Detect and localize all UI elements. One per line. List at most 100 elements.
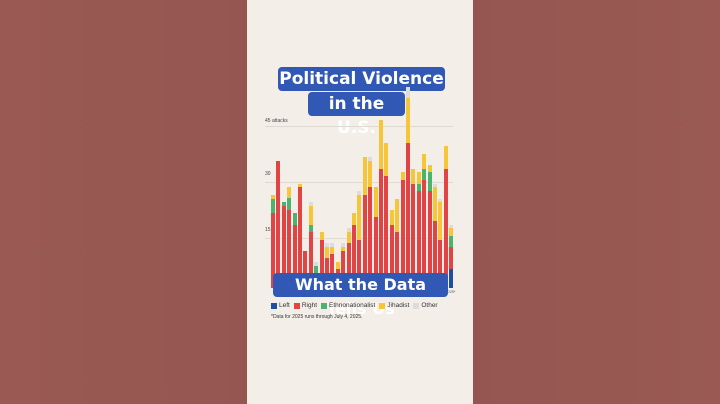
- bar-segment-other: [433, 183, 437, 188]
- subtitle-banner: What the Data Tells Us: [273, 273, 448, 318]
- bar-segment-right: [281, 205, 286, 288]
- bar-segment-jihadist: [427, 164, 432, 173]
- bar-segment-right: [292, 224, 297, 288]
- bar: [308, 202, 313, 288]
- bar: [352, 213, 356, 288]
- stacked-bar-chart: 45 attacks 30 15 2025*: [265, 86, 456, 294]
- bar-segment-other: [406, 86, 410, 98]
- legend-label: Jihadist: [387, 302, 410, 309]
- bar-segment-right: [287, 209, 292, 288]
- bar-segment-right: [422, 179, 427, 288]
- background-right: [473, 0, 720, 404]
- bar-segment-jihadist: [319, 232, 324, 240]
- bar-segment-right: [438, 239, 443, 277]
- bar: [395, 198, 400, 288]
- bar-segment-right: [308, 232, 313, 288]
- bar-segment-jihadist: [438, 202, 443, 240]
- bar-segment-right: [357, 239, 362, 288]
- bar: [287, 187, 292, 288]
- bar-segment-other: [308, 202, 313, 206]
- bar-segment-other: [314, 261, 319, 266]
- bar-segment-right: [449, 246, 454, 270]
- bar: [281, 202, 286, 288]
- legend-swatch: [379, 302, 386, 309]
- bar: [379, 120, 383, 288]
- legend-item: Right: [293, 302, 318, 309]
- legend-label: Ethnonationalist: [329, 302, 376, 309]
- bar: [422, 153, 427, 288]
- bar: [427, 164, 432, 288]
- y-axis-label-30: 30: [265, 171, 271, 177]
- bar-segment-right: [303, 250, 308, 288]
- bar-segment-right: [368, 187, 373, 288]
- legend-label: Right: [301, 302, 318, 309]
- bar-segment-jihadist: [352, 213, 356, 225]
- bar: [443, 146, 448, 288]
- bar: [384, 142, 389, 288]
- bar-segment-right: [400, 179, 405, 288]
- bar: [362, 157, 367, 288]
- bar-segment-ethnonationalist: [449, 235, 454, 247]
- bar-segment-right: [330, 254, 335, 288]
- bar-segment-jihadist: [411, 168, 416, 184]
- bar-segment-jihadist: [400, 172, 405, 180]
- bar-segment-jihadist: [308, 205, 313, 225]
- bar-segment-right: [362, 194, 367, 288]
- bar-segment-ethnonationalist: [314, 265, 319, 274]
- bar: [271, 194, 275, 288]
- bar-segment-jihadist: [287, 187, 292, 199]
- bar-segment-jihadist: [406, 97, 410, 143]
- bar: [276, 161, 281, 288]
- bar-segment-jihadist: [449, 228, 454, 236]
- bar-segment-right: [443, 168, 448, 288]
- bar: [319, 232, 324, 288]
- bar-segment-other: [330, 243, 335, 247]
- bar-segment-jihadist: [271, 194, 275, 199]
- legend-item: Left: [271, 302, 290, 309]
- legend-swatch: [271, 302, 277, 309]
- bar-segment-other: [325, 243, 329, 247]
- title-line-1: Political Violence: [278, 67, 445, 91]
- bar: [346, 228, 351, 288]
- bar-segment-right: [384, 176, 389, 288]
- bar-segment-other: [357, 191, 362, 195]
- gridline: [265, 182, 453, 184]
- bar: [341, 243, 346, 288]
- bar-segment-right: [276, 161, 281, 288]
- bar: [357, 191, 362, 288]
- footnote: *Data for 2025 runs through July 4, 2025…: [271, 314, 363, 320]
- bar: [303, 250, 308, 288]
- bar-segment-ethnonationalist: [287, 198, 292, 210]
- bar-segment-jihadist: [325, 246, 329, 259]
- bar-segment-other: [449, 224, 454, 229]
- bar-segment-ethnonationalist: [281, 202, 286, 206]
- bar-segment-right: [379, 168, 383, 288]
- bar-segment-ethnonationalist: [422, 168, 427, 180]
- bar-segment-jihadist: [330, 246, 335, 255]
- bar-segment-ethnonationalist: [271, 198, 275, 214]
- chart-legend: Left Right Ethnonationalist Jihadist Other: [271, 302, 438, 309]
- bar-segment-jihadist: [422, 153, 427, 169]
- bar-segment-right: [346, 243, 351, 288]
- bar-segment-right: [389, 224, 394, 288]
- bar: [449, 224, 454, 288]
- bar-segment-right: [271, 213, 275, 288]
- bar: [330, 243, 335, 288]
- bar-segment-jihadist: [368, 161, 373, 188]
- bar-segment-jihadist: [443, 146, 448, 169]
- bar: [292, 213, 297, 288]
- bar-segment-right: [416, 191, 421, 288]
- bar-segment-right: [433, 220, 437, 288]
- bar-segment-right: [427, 191, 432, 277]
- bar-segment-right: [352, 224, 356, 288]
- legend-label: Left: [279, 302, 290, 309]
- bar: [406, 86, 410, 288]
- bar: [411, 168, 416, 288]
- bar-segment-jihadist: [379, 120, 383, 169]
- x-axis-last-label: 2025*: [445, 289, 456, 294]
- y-axis-label-15: 15: [265, 227, 271, 233]
- bar-segment-ethnonationalist: [308, 224, 313, 233]
- bar-segment-jihadist: [389, 209, 394, 225]
- bar-segment-jihadist: [341, 246, 346, 251]
- legend-item: Jihadist: [379, 302, 409, 309]
